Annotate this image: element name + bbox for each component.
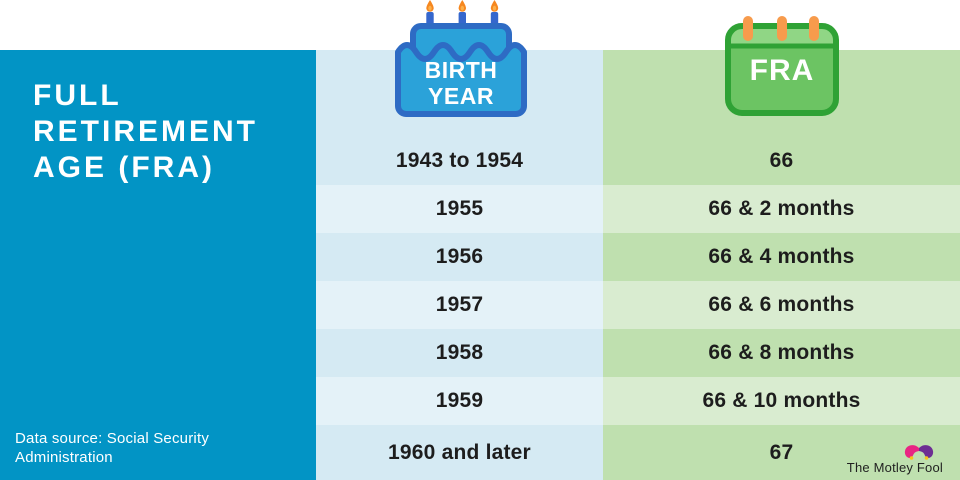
table-row: 67 — [603, 425, 960, 480]
birth-year-header: BIRTH YEAR — [395, 0, 527, 120]
birth-year-cell: 1956 — [435, 245, 484, 268]
fra-header: FRA — [725, 16, 839, 116]
table-row: 66 & 2 months — [603, 185, 960, 233]
fra-column: 66 66 & 2 months 66 & 4 months 66 & 6 mo… — [603, 50, 960, 480]
fra-cell: 66 & 4 months — [708, 245, 855, 268]
table-row: 66 & 4 months — [603, 233, 960, 281]
data-source-note: Data source: Social Security Administrat… — [15, 429, 209, 467]
birth-year-label-line-2: YEAR — [428, 83, 494, 109]
data-source-line-2: Administration — [15, 449, 113, 466]
title-line-1: FULL — [33, 79, 122, 112]
data-source-line-1: Data source: Social Security — [15, 430, 210, 447]
birth-year-cell: 1958 — [435, 341, 484, 364]
brand-name: The Motley Fool — [846, 460, 943, 475]
title-line-3: AGE (FRA) — [33, 151, 215, 184]
title-panel: FULL RETIREMENT AGE (FRA) Data source: S… — [0, 50, 316, 480]
brand-logo: The Motley Fool — [847, 444, 943, 475]
birth-year-label-line-1: BIRTH — [424, 57, 498, 83]
birth-year-cell: 1943 to 1954 — [395, 149, 524, 172]
fra-header-label: FRA — [725, 54, 839, 88]
birth-year-header-label: BIRTH YEAR — [395, 57, 527, 109]
table-row: 66 & 6 months — [603, 281, 960, 329]
fra-cell: 66 & 2 months — [708, 197, 855, 220]
table-row: 66 & 8 months — [603, 329, 960, 377]
table-row: 1943 to 1954 — [316, 137, 603, 185]
fra-cell: 67 — [769, 440, 794, 464]
table-row: 1955 — [316, 185, 603, 233]
birth-year-cell: 1955 — [435, 197, 484, 220]
fra-cell: 66 — [769, 149, 794, 172]
fra-label: FRA — [749, 54, 815, 87]
calendar-icon — [725, 16, 839, 116]
birth-year-cell: 1960 and later — [388, 440, 531, 464]
table-row: 66 — [603, 137, 960, 185]
table-row: 1959 — [316, 377, 603, 425]
table-row: 1956 — [316, 233, 603, 281]
table-row: 1958 — [316, 329, 603, 377]
fra-cell: 66 & 8 months — [708, 341, 855, 364]
table-row: 1957 — [316, 281, 603, 329]
birth-year-cell: 1959 — [435, 389, 484, 412]
birthday-cake-icon — [395, 0, 527, 117]
title-line-2: RETIREMENT — [33, 115, 258, 148]
fra-cell: 66 & 10 months — [702, 389, 861, 412]
jester-hat-icon — [904, 445, 934, 460]
fra-cell: 66 & 6 months — [708, 293, 855, 316]
birth-year-column: 1943 to 1954 1955 1956 1957 1958 1959 19… — [316, 50, 603, 480]
birth-year-cell: 1957 — [435, 293, 484, 316]
page-title: FULL RETIREMENT AGE (FRA) — [33, 78, 258, 186]
table-row: 66 & 10 months — [603, 377, 960, 425]
table-row: 1960 and later — [316, 425, 603, 480]
